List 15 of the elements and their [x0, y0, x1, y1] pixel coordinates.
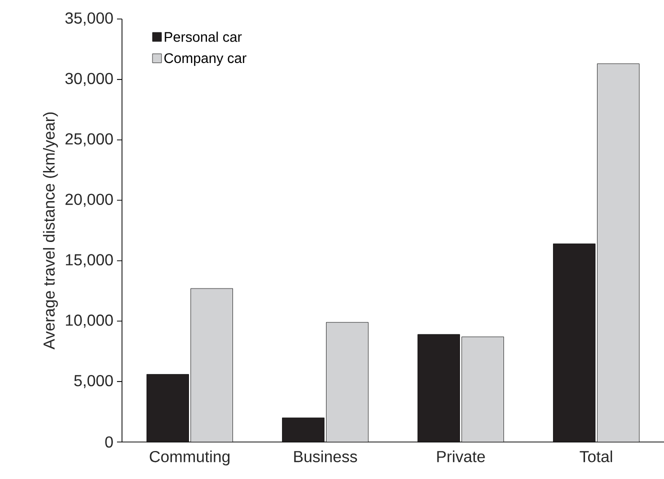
legend-label: Personal car	[164, 32, 242, 42]
y-tick-label: 15,000	[66, 254, 113, 268]
x-tick-label: Private	[437, 450, 485, 462]
y-tick-label: 30,000	[65, 72, 113, 86]
x-tick-label: Total	[580, 450, 612, 462]
x-tick-label: Commuting	[150, 450, 230, 466]
y-tick-label: 25,000	[66, 133, 113, 146]
y-tick-label: 0	[105, 436, 113, 448]
x-tick-label: Business	[294, 450, 358, 462]
y-tick-label: 10,000	[66, 314, 113, 328]
y-tick-label: 20,000	[66, 194, 113, 207]
y-axis-title: Average travel distance (km/year)	[43, 112, 58, 350]
legend-label: Company car	[164, 53, 246, 66]
y-tick-label: 5,000	[74, 374, 113, 388]
y-tick-label: 35,000	[65, 12, 113, 26]
